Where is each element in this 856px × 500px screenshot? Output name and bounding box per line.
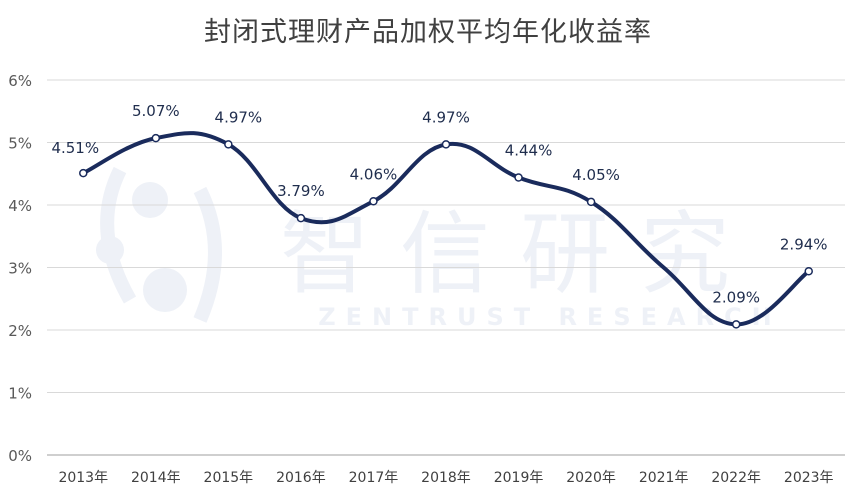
x-tick-label: 2015年 — [204, 470, 254, 486]
y-tick-label: 1% — [8, 385, 32, 403]
data-point — [296, 213, 306, 223]
data-label: 4.97% — [215, 108, 263, 126]
x-tick-label: 2018年 — [421, 470, 471, 486]
x-tick-label: 2014年 — [131, 470, 181, 486]
data-point — [514, 173, 523, 182]
y-tick-label: 2% — [8, 322, 32, 340]
y-tick-label: 0% — [8, 447, 32, 465]
data-point — [79, 168, 88, 178]
data-point — [586, 197, 596, 207]
x-tick-label: 2016年 — [276, 470, 326, 486]
y-tick-label: 5% — [8, 135, 32, 153]
x-tick-label: 2023年 — [784, 470, 834, 486]
svg-text:智信研究: 智信研究 — [280, 202, 760, 307]
data-label: 2.09% — [712, 288, 760, 306]
chart-title: 封闭式理财产品加权平均年化收益率 — [204, 17, 652, 48]
data-label: 4.97% — [422, 108, 470, 126]
y-tick-label: 4% — [8, 197, 32, 215]
y-tick-label: 3% — [8, 260, 32, 278]
data-label: 4.06% — [350, 165, 398, 183]
data-label: 5.07% — [132, 102, 180, 120]
data-point — [804, 267, 813, 276]
x-tick-label: 2013年 — [58, 470, 108, 486]
y-tick-label: 6% — [8, 72, 32, 90]
data-point — [151, 133, 161, 143]
data-label: 4.51% — [51, 139, 99, 157]
data-label: 4.44% — [505, 142, 553, 160]
data-label: 2.94% — [780, 235, 828, 253]
data-point — [369, 197, 378, 206]
x-tick-label: 2020年 — [566, 470, 616, 486]
x-tick-label: 2017年 — [349, 470, 399, 486]
x-tick-label: 2021年 — [639, 470, 689, 486]
x-tick-label: 2022年 — [711, 470, 761, 486]
data-point — [731, 320, 741, 329]
data-point — [224, 140, 233, 149]
x-tick-label: 2019年 — [494, 470, 544, 486]
data-point — [441, 140, 451, 149]
data-label: 3.79% — [277, 182, 325, 200]
data-label: 4.05% — [572, 166, 620, 184]
svg-text:ZENTRUST RESEARCH: ZENTRUST RESEARCH — [318, 303, 782, 331]
